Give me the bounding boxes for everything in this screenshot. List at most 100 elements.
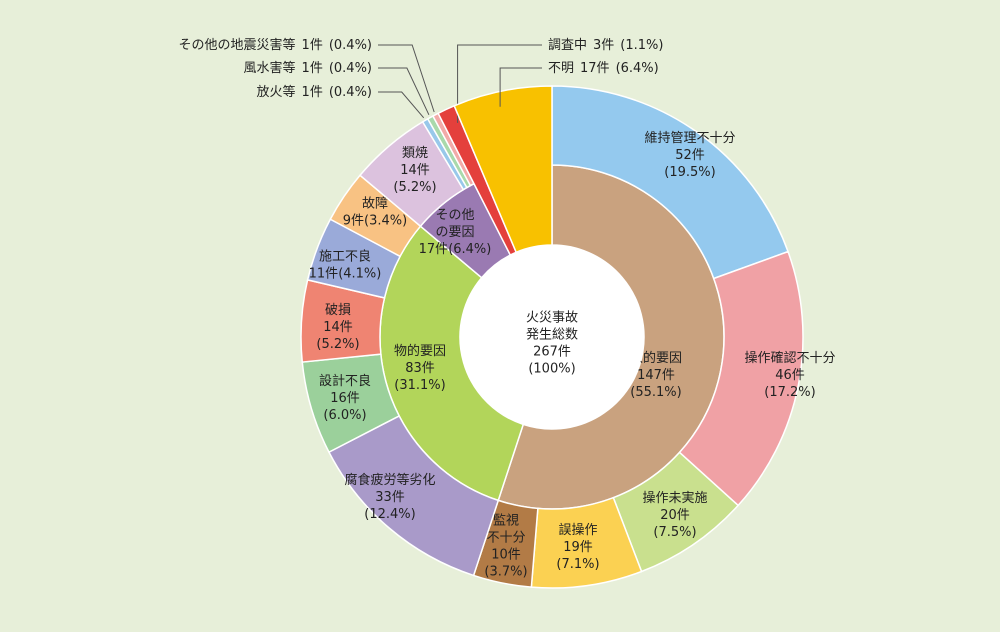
label-part: (12.4%): [364, 507, 415, 522]
data-label: 17件(6.4%): [419, 242, 492, 257]
data-label: (31.1%): [394, 378, 445, 393]
label-part: (17.2%): [764, 385, 815, 400]
label-part: (1.1%): [620, 38, 663, 53]
label-part: (6.4%): [616, 61, 659, 76]
data-label: (5.2%): [316, 337, 359, 352]
label-part: その他: [435, 208, 474, 223]
label-part: 施工不良: [319, 248, 371, 264]
label-part: (5.2%): [393, 180, 436, 195]
label-part: 46件: [775, 368, 805, 383]
data-label: 発生総数: [526, 327, 578, 342]
data-label: 不十分: [486, 530, 525, 545]
data-label: の要因: [435, 225, 474, 240]
data-label: 火災事故: [526, 310, 578, 325]
data-label: 147件: [637, 368, 675, 383]
data-label: 施工不良: [319, 248, 371, 264]
data-label: 設計不良: [319, 373, 371, 389]
label-part: (100%): [528, 361, 575, 376]
label-part: (0.4%): [329, 61, 372, 76]
data-label: 維持管理不十分: [644, 131, 735, 146]
label-part: (31.1%): [394, 378, 445, 393]
data-label: 誤操作: [558, 522, 597, 538]
label-part: 不十分: [486, 530, 525, 545]
label-part: 11件: [309, 266, 339, 281]
data-label: 16件: [330, 391, 360, 406]
label-part: 火災事故: [526, 310, 578, 325]
leader-line: [378, 67, 430, 116]
label-part: 1件: [302, 61, 323, 76]
data-label: 11件(4.1%): [309, 266, 382, 281]
label-part: 19件: [563, 540, 593, 555]
data-label: (7.1%): [556, 557, 599, 572]
data-label: 83件: [405, 361, 435, 376]
data-label: 不明 17件 (6.4%): [548, 61, 659, 76]
label-part: 17件: [580, 61, 610, 76]
data-label: (100%): [528, 361, 575, 376]
data-label: 人的要因: [630, 350, 682, 366]
label-part: (3.4%): [364, 213, 407, 228]
label-part: (3.7%): [484, 564, 527, 579]
label-part: (19.5%): [664, 165, 715, 180]
label-part: (7.5%): [653, 525, 696, 540]
data-label: (5.2%): [393, 180, 436, 195]
label-part: (7.1%): [556, 557, 599, 572]
label-part: 1件: [302, 85, 323, 100]
label-part: (6.4%): [448, 242, 491, 257]
label-part: 物的要因: [394, 343, 446, 359]
data-label: 33件: [375, 490, 405, 505]
center-hole: [460, 245, 644, 429]
data-label: (7.5%): [653, 525, 696, 540]
label-part: 誤操作: [558, 522, 597, 538]
data-label: (17.2%): [764, 385, 815, 400]
leader-line: [378, 44, 435, 113]
label-part: (0.4%): [329, 38, 372, 53]
data-label: 14件: [323, 320, 353, 335]
label-part: (5.2%): [316, 337, 359, 352]
data-label: 19件: [563, 540, 593, 555]
label-part: (0.4%): [329, 85, 372, 100]
label-part: 類焼: [402, 146, 428, 161]
leader-line: [457, 44, 542, 123]
label-part: 設計不良: [319, 373, 371, 389]
label-part: の要因: [435, 225, 474, 240]
label-part: 監視: [493, 512, 519, 528]
leader-line: [499, 67, 542, 107]
label-part: 操作確認不十分: [744, 350, 835, 366]
label-part: 3件: [593, 38, 614, 53]
label-part: その他の地震災害等: [179, 37, 296, 53]
label-part: 調査中: [548, 38, 587, 53]
data-label: その他: [435, 208, 474, 223]
data-label: (55.1%): [630, 385, 681, 400]
data-label: 調査中 3件 (1.1%): [548, 38, 663, 53]
label-part: 33件: [375, 490, 405, 505]
data-label: 類焼: [402, 146, 428, 161]
label-part: (6.0%): [323, 408, 366, 423]
label-part: 14件: [400, 163, 430, 178]
label-part: 14件: [323, 320, 353, 335]
label-part: 操作未実施: [642, 490, 707, 506]
data-label: 操作確認不十分: [744, 350, 835, 366]
data-label: (19.5%): [664, 165, 715, 180]
label-part: 83件: [405, 361, 435, 376]
label-part: 人的要因: [630, 350, 682, 366]
label-part: 腐食疲労等劣化: [344, 472, 435, 488]
data-label: 故障: [362, 196, 388, 211]
data-label: 20件: [660, 508, 690, 523]
data-label: 放火等 1件 (0.4%): [257, 84, 372, 100]
label-part: 20件: [660, 508, 690, 523]
label-part: 発生総数: [526, 327, 578, 342]
data-label: 操作未実施: [642, 490, 707, 506]
data-label: (3.7%): [484, 564, 527, 579]
label-part: 破損: [325, 303, 351, 318]
label-part: 267件: [533, 344, 571, 359]
label-part: (55.1%): [630, 385, 681, 400]
data-label: 9件(3.4%): [343, 213, 407, 228]
data-label: (12.4%): [364, 507, 415, 522]
leader-line: [378, 91, 425, 119]
data-label: 46件: [775, 368, 805, 383]
label-part: 9件: [343, 213, 364, 228]
label-part: (4.1%): [338, 266, 381, 281]
data-label: 14件: [400, 163, 430, 178]
data-label: その他の地震災害等 1件 (0.4%): [179, 37, 372, 53]
